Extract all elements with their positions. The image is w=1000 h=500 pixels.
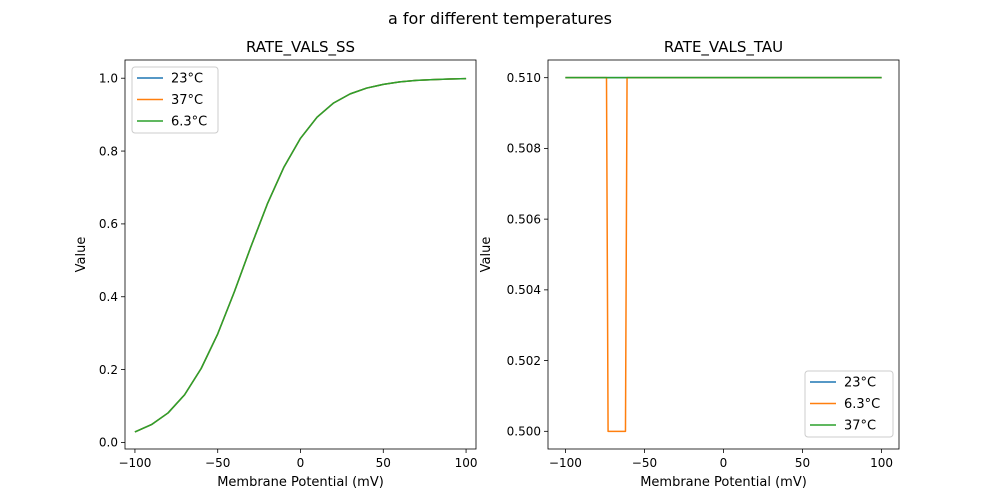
y-tick-label: 0.506: [507, 212, 541, 226]
y-tick-label: 1.0: [99, 72, 118, 86]
panel-title: RATE_VALS_SS: [246, 38, 355, 57]
y-axis-label: Value: [74, 237, 89, 273]
series-line-3: [134, 77, 467, 433]
y-tick-label: 0.6: [99, 217, 118, 231]
figure-suptitle: a for different temperatures: [388, 9, 612, 28]
legend-label: 6.3°C: [844, 397, 880, 412]
y-tick-label: 0.0: [99, 436, 118, 450]
y-tick-label: 0.8: [99, 144, 118, 158]
legend-label: 37°C: [171, 93, 203, 108]
legend: 23°C 6.3°C 37°C: [804, 370, 894, 438]
y-tick-label: 0.510: [507, 71, 541, 85]
legend-label: 23°C: [844, 376, 876, 391]
x-tick-label: 0: [720, 456, 728, 470]
series-lines: [565, 76, 882, 433]
x-tick-label: −100: [118, 456, 151, 470]
x-tick-label: −50: [205, 456, 230, 470]
y-tick-label: 0.4: [99, 290, 118, 304]
y-tick-label: 0.508: [507, 142, 541, 156]
x-tick-label: 50: [795, 456, 810, 470]
legend-label: 23°C: [171, 72, 203, 87]
y-tick-label: 0.502: [507, 354, 541, 368]
plot-panel-rate-vals-tau: RATE_VALS_TAU Membrane Potential (mV) Va…: [479, 38, 900, 490]
y-axis-label: Value: [479, 237, 494, 273]
x-tick-label: −100: [549, 456, 582, 470]
plot-panel-rate-vals-ss: RATE_VALS_SS Membrane Potential (mV) Val…: [74, 38, 478, 490]
legend-label: 37°C: [844, 419, 876, 434]
x-tick-label: −50: [632, 456, 657, 470]
y-tick-label: 0.504: [507, 283, 541, 297]
series-lines: [134, 77, 467, 433]
legend-box: [131, 66, 219, 134]
panel-title: RATE_VALS_TAU: [664, 38, 783, 57]
x-axis-label: Membrane Potential (mV): [640, 475, 807, 490]
legend: 23°C 37°C 6.3°C: [131, 66, 219, 134]
x-axis-label: Membrane Potential (mV): [217, 475, 384, 490]
y-tick-label: 0.500: [507, 425, 541, 439]
x-tick-label: 100: [455, 456, 478, 470]
x-tick-label: 0: [297, 456, 305, 470]
x-tick-label: 100: [870, 456, 893, 470]
legend-label: 6.3°C: [171, 115, 207, 130]
y-tick-label: 0.2: [99, 363, 118, 377]
x-tick-label: 50: [376, 456, 391, 470]
legend-box: [804, 370, 894, 438]
